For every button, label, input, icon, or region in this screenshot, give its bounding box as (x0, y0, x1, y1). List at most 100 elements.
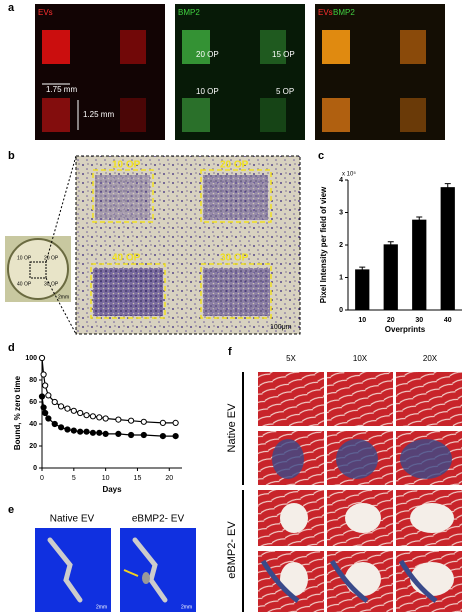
y-tick-label: 20 (29, 443, 37, 450)
x-axis-label: Overprints (385, 325, 426, 334)
group-label: eBMP2- EV (226, 521, 238, 579)
data-point (127, 431, 135, 439)
data-point (57, 424, 65, 431)
print-spot (203, 175, 268, 220)
data-point (102, 430, 109, 437)
bone (132, 537, 168, 603)
data-point (140, 418, 147, 425)
bar (412, 219, 427, 310)
op-label: 5 OP (276, 87, 294, 96)
scale-label: 2mm (181, 604, 192, 610)
print-spot (203, 268, 270, 316)
histology-grid (258, 372, 462, 612)
data-point (40, 371, 47, 378)
inset-label: 30 OP (44, 281, 59, 287)
data-point (51, 398, 58, 406)
ct-image (35, 528, 111, 612)
axis-multiplier: x 10⁵ (342, 171, 356, 178)
x-tick-label: 15 (134, 475, 142, 482)
error-bar (416, 216, 423, 223)
y-tick-label: 60 (29, 399, 37, 406)
void (280, 503, 308, 533)
column-label: 10X (353, 354, 368, 363)
x-tick-label: 30 (415, 317, 423, 324)
data-point (51, 420, 58, 428)
spot (260, 30, 286, 64)
data-point (115, 416, 122, 423)
dimension: 1.25 mm (83, 110, 114, 119)
y-tick-label: 40 (29, 421, 37, 428)
spot (42, 98, 70, 132)
data-point (42, 409, 49, 417)
spot (322, 98, 350, 132)
histology-image (258, 372, 324, 426)
inset-label: 40 OP (17, 281, 32, 287)
histology-image (396, 372, 462, 426)
data-point (64, 405, 71, 412)
data-point (172, 419, 179, 426)
arrow (123, 569, 139, 577)
data-point (38, 354, 46, 362)
bar (383, 244, 398, 310)
scale-label: 100μm (270, 324, 292, 331)
spot (322, 30, 350, 64)
panel-label: f (228, 346, 232, 358)
op-label: 10 OP (196, 87, 219, 96)
data-point (64, 426, 71, 433)
zoom-label: 20 OP (220, 160, 249, 171)
zoom-label: 40 OP (112, 253, 141, 264)
channel-label: BMP2 (178, 8, 200, 17)
panel-label: a (8, 2, 15, 14)
blue-stain (272, 439, 304, 479)
y-axis-label: Pixel Intensity per field of view (319, 186, 328, 303)
panel-label: e (8, 504, 14, 516)
void (280, 562, 308, 596)
scale-label: 2mm (96, 604, 107, 610)
void (345, 503, 381, 533)
blue-stain (329, 559, 369, 603)
channel-label: EVs (318, 8, 333, 17)
x-tick-label: 0 (40, 475, 44, 482)
data-point (42, 382, 49, 389)
data-point (96, 429, 103, 436)
channel-label: BMP2 (333, 8, 355, 17)
panel-label: b (8, 150, 15, 162)
op-label: 20 OP (196, 50, 219, 59)
data-point (77, 428, 84, 435)
spot (400, 30, 426, 64)
error-bar (359, 266, 366, 272)
data-point (38, 393, 46, 400)
x-tick-label: 40 (444, 317, 452, 324)
ct-image (120, 528, 196, 612)
y-axis-label: Bound, % zero time (13, 375, 22, 450)
op-label: 15 OP (272, 50, 295, 59)
data-point (159, 419, 167, 426)
y-tick-label: 2 (339, 242, 343, 249)
zoom-line (45, 277, 77, 335)
y-tick-label: 4 (339, 177, 343, 184)
y-tick-label: 3 (339, 209, 343, 216)
void (345, 562, 381, 596)
data-point (70, 427, 77, 434)
print-spot (93, 268, 163, 316)
data-point (96, 414, 103, 421)
spot-box (200, 263, 272, 319)
data-point (127, 417, 135, 424)
spot (182, 98, 210, 132)
data-point (83, 412, 90, 419)
ectopic-bone (142, 572, 150, 584)
print-spot (95, 175, 150, 220)
error-bar (387, 241, 394, 247)
histology-image (327, 372, 393, 426)
x-tick-label: 20 (165, 475, 173, 482)
y-tick-label: 1 (339, 274, 343, 281)
image-label: eBMP2- EV (132, 514, 185, 525)
data-point (45, 415, 52, 422)
inset-disk (7, 238, 69, 300)
image-label: Native EV (50, 514, 95, 525)
zoom-label: 30 OP (220, 253, 249, 264)
data-point (77, 409, 84, 417)
group-label: Native EV (226, 403, 238, 453)
spot (42, 30, 70, 64)
inset-box (29, 261, 47, 279)
